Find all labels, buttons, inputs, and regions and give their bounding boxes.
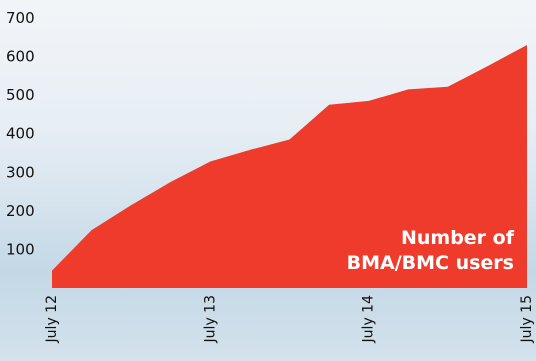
x-axis-tick-labels: July 12 July 13 July 14 July 15	[44, 295, 535, 344]
area-fill	[52, 45, 527, 288]
x-tick-label: July 14	[361, 295, 377, 344]
y-tick-label: 200	[6, 202, 35, 220]
x-tick-label: July 13	[202, 295, 218, 343]
y-axis-tick-labels: 100 200 300 400 500 600 700	[6, 9, 35, 258]
annotation-line-1: Number of	[400, 227, 514, 249]
y-tick-label: 100	[6, 240, 35, 258]
annotation-line-2: BMA/BMC users	[346, 252, 514, 274]
y-tick-label: 400	[6, 125, 35, 143]
y-tick-label: 300	[6, 163, 35, 181]
series-annotation: Number of BMA/BMC users	[347, 226, 514, 276]
area-series	[52, 45, 527, 288]
y-tick-label: 500	[6, 86, 35, 104]
y-tick-label: 700	[6, 9, 35, 27]
x-tick-label: July 15	[519, 295, 535, 343]
y-tick-label: 600	[6, 48, 35, 66]
x-tick-label: July 12	[44, 295, 60, 343]
